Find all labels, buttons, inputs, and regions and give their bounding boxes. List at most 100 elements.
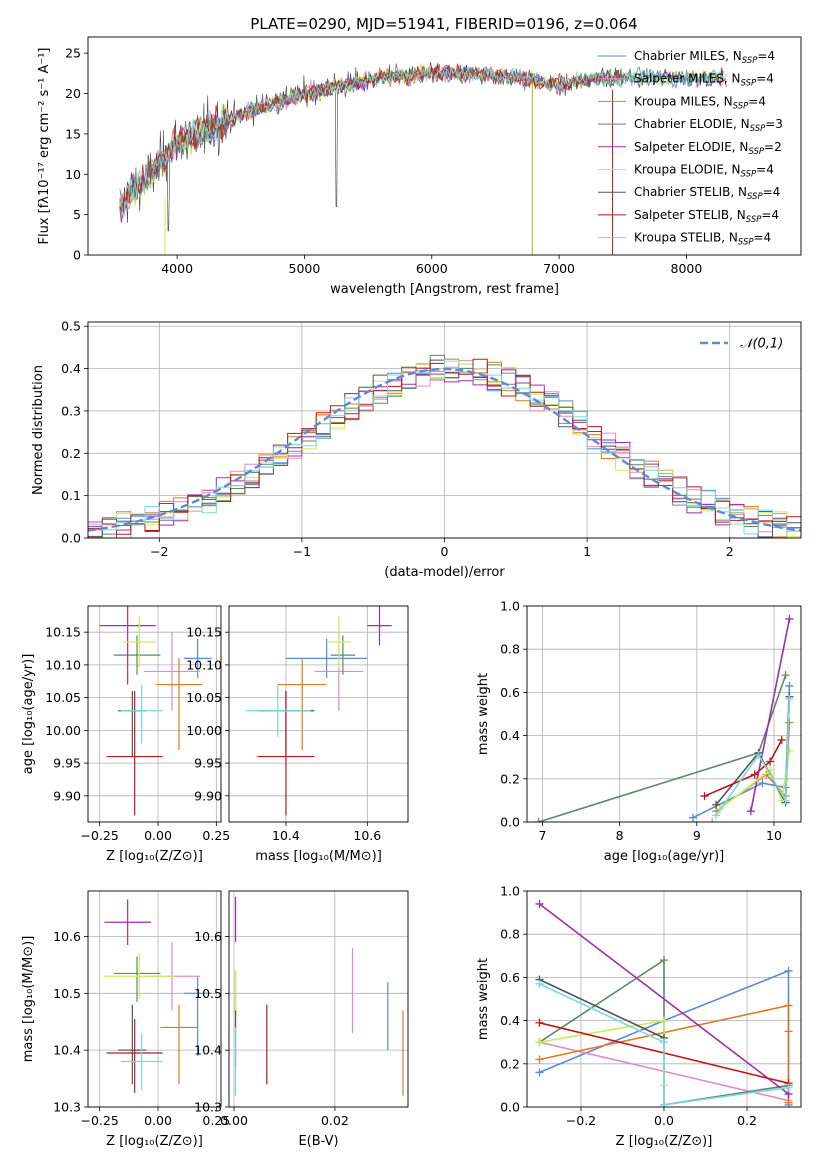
y-tick-label: 10.00	[186, 723, 222, 738]
legend-subscript: SSP	[742, 56, 758, 66]
legend-label: Chabrier ELODIE, NSSP=3	[634, 117, 783, 134]
legend-label: Kroupa STELIB, NSSP=4	[634, 231, 771, 248]
mass-weight-marker	[746, 807, 755, 816]
y-tick-label: 10.3	[53, 1100, 81, 1115]
mass-weight-marker	[785, 694, 794, 703]
x-axis-label: E(B-V)	[298, 1134, 338, 1149]
legend-subscript: SSP	[741, 170, 757, 180]
y-tick-label: 10.10	[45, 657, 81, 672]
mass-weight-marker	[754, 751, 763, 760]
x-tick-label: 9	[693, 828, 701, 843]
legend-label: Salpeter MILES, NSSP=4	[634, 72, 774, 89]
y-tick-label: 10.10	[186, 657, 222, 672]
age-vs-mass-panel: 10.4 10.6 9.90 9.95 10.00 10.05 10.10 10.15 mass…	[186, 605, 409, 864]
axes-frame	[526, 890, 802, 1108]
x-tick-label: 7000	[543, 261, 575, 276]
mass-weight-marker	[534, 818, 543, 822]
x-tick-label: 2	[726, 544, 734, 559]
y-tick-label: 10.4	[53, 1043, 81, 1058]
x-tick-label: 0.2	[737, 1113, 757, 1128]
x-tick-label: 6000	[416, 261, 448, 276]
mass-weight-marker	[708, 818, 717, 822]
legend-subscript: SSP	[741, 79, 757, 89]
legend-subscript: SSP	[750, 124, 766, 134]
age-vs-metallicity-panel: −0.25 0.00 0.25 9.90 9.95 10.00 10.05 10.10 10.1…	[21, 605, 230, 864]
x-axis-label: (data-model)/error	[384, 565, 505, 580]
y-tick-label: 0.8	[500, 927, 520, 942]
plot-area	[119, 62, 727, 255]
legend-label: Salpeter STELIB, NSSP=4	[634, 208, 779, 225]
mass-weight-marker	[535, 979, 544, 988]
x-tick-label: −0.25	[81, 1113, 119, 1128]
mass-vs-ebv-panel: 0.00 0.02 10.3 10.4 10.5 10.6 E(B-V)	[194, 890, 409, 1149]
axes-frame	[87, 321, 802, 539]
y-tick-label: 0.0	[500, 1100, 520, 1115]
axes-frame	[87, 605, 222, 823]
residual-panel: −2 −1 0 1 2 0.0 0.1 0.2 0.3 0.4 0.5 (data-model)/er…	[31, 319, 802, 580]
legend-label: Salpeter ELODIE, NSSP=2	[634, 140, 782, 157]
y-tick-label: 0.2	[500, 1056, 520, 1071]
y-tick-label: 0.5	[61, 319, 81, 334]
legend-label: 𝒩(0,1)	[740, 337, 783, 352]
plot-area	[535, 899, 793, 1107]
y-tick-label: 0.0	[500, 815, 520, 830]
legend-subscript: SSP	[746, 215, 762, 225]
plot-area	[534, 614, 794, 822]
mass-weight-marker	[535, 1038, 544, 1047]
legend-nssp: =4	[761, 208, 779, 222]
legend-subscript: SSP	[738, 238, 754, 248]
legend-nssp: =4	[763, 185, 781, 199]
legend-nssp: =4	[748, 94, 766, 108]
y-tick-label: 0.2	[61, 446, 81, 461]
mass-weight-marker	[758, 779, 767, 788]
mass-weight-marker	[784, 966, 793, 975]
x-tick-label: 0.00	[220, 1113, 248, 1128]
x-tick-label: −0.25	[81, 828, 119, 843]
x-axis-label: age [log₁₀(age/yr)]	[604, 849, 725, 864]
legend-nssp: =4	[754, 231, 772, 245]
y-tick-label: 9.95	[194, 756, 222, 771]
mass-weight-marker	[660, 1100, 668, 1107]
mass-weight-marker	[750, 770, 759, 779]
x-axis-label: mass [log₁₀(M/M⊙)]	[255, 849, 382, 864]
mass-weight-marker	[535, 1068, 544, 1077]
x-tick-label: 0.25	[202, 828, 230, 843]
model-spectrum-line	[119, 65, 727, 217]
x-axis-label: Z [log₁₀(Z/Z⊙)]	[106, 849, 203, 864]
x-tick-label: 5000	[289, 261, 321, 276]
plot-area	[88, 354, 801, 538]
mass-weight-marker	[660, 1038, 668, 1047]
y-tick-label: 10.6	[194, 929, 222, 944]
mass-weight-marker	[688, 813, 697, 822]
mass-weight-line	[539, 903, 789, 1095]
legend-subscript: SSP	[733, 101, 749, 111]
y-tick-label: 0.4	[500, 728, 520, 743]
y-tick-label: 10.6	[53, 929, 81, 944]
figure-title: PLATE=0290, MJD=51941, FIBERID=0196, z=0…	[250, 15, 637, 33]
y-tick-label: 0.1	[61, 488, 81, 503]
mass-weight-marker	[785, 614, 794, 623]
y-tick-label: 0.4	[61, 361, 81, 376]
x-tick-label: 0.00	[144, 828, 172, 843]
x-tick-label: −0.2	[566, 1113, 596, 1128]
y-tick-label: 5	[73, 207, 81, 222]
legend: 𝒩(0,1)	[700, 337, 783, 352]
x-axis-label: Z [log₁₀(Z/Z⊙)]	[616, 1134, 713, 1149]
plot-area	[234, 896, 404, 1096]
legend-nssp: =4	[756, 72, 774, 86]
x-tick-label: −1	[293, 544, 311, 559]
mass-weight-line	[750, 618, 791, 812]
mass-weight-marker	[781, 796, 790, 805]
y-tick-label: 0.6	[500, 685, 520, 700]
x-tick-label: 10.6	[353, 828, 381, 843]
legend-nssp: =4	[756, 163, 774, 177]
mass-weight-marker	[784, 1083, 793, 1092]
y-tick-label: 10	[65, 167, 81, 182]
legend-subscript: SSP	[748, 147, 764, 157]
mass-weight-marker	[712, 811, 721, 820]
mass-weight-marker	[535, 1055, 544, 1064]
x-tick-label: 0.25	[202, 1113, 230, 1128]
legend-nssp: =3	[765, 117, 783, 131]
normal-reference-curve	[88, 367, 801, 532]
